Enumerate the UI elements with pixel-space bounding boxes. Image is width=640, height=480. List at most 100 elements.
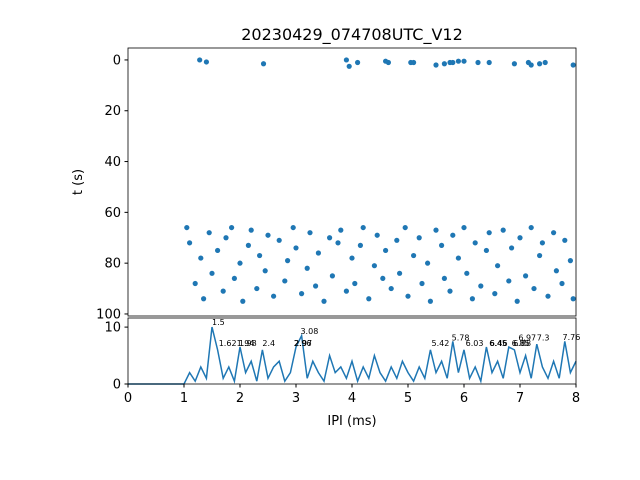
peak-label: 1.94 [237, 339, 255, 348]
point [206, 230, 212, 236]
x-tick-label: 3 [292, 391, 300, 406]
point [184, 224, 190, 231]
point [425, 260, 431, 266]
point [240, 298, 246, 304]
point [441, 275, 447, 282]
point [570, 62, 576, 68]
y-tick-label: 100 [96, 307, 121, 322]
point [450, 59, 456, 66]
point [402, 224, 408, 231]
point [475, 59, 481, 66]
point [433, 227, 439, 233]
point [455, 58, 461, 64]
y-tick-label: 0 [113, 53, 121, 68]
point [209, 270, 215, 276]
point [254, 285, 260, 292]
point [570, 296, 576, 302]
point [523, 273, 529, 279]
point [537, 252, 543, 259]
point [394, 237, 400, 243]
x-tick-label: 6 [460, 391, 468, 406]
point [455, 255, 461, 261]
point [500, 227, 506, 233]
peak-label: 2.4 [262, 339, 275, 348]
point [450, 232, 456, 238]
point [237, 260, 243, 266]
point [562, 237, 568, 243]
point [360, 224, 366, 231]
point [343, 288, 349, 294]
y-tick-label: 40 [104, 155, 121, 170]
point [215, 247, 221, 254]
point [551, 230, 557, 236]
point [329, 273, 335, 279]
point [464, 270, 470, 276]
peak-label: 6.97 [518, 333, 536, 342]
point [511, 61, 517, 67]
point [517, 235, 523, 241]
x-tick-label: 2 [236, 391, 244, 406]
x-tick-label: 0 [124, 391, 132, 406]
point [257, 252, 263, 259]
y-tick-label: 20 [104, 104, 121, 119]
point [483, 247, 489, 254]
point [383, 247, 389, 254]
x-tick-label: 1 [180, 391, 188, 406]
y-axis-label: t (s) [71, 169, 86, 195]
point [506, 278, 512, 284]
point [433, 62, 439, 68]
x-tick-label: 8 [572, 391, 580, 406]
point [486, 59, 492, 66]
point [514, 298, 520, 304]
point [197, 57, 203, 63]
point [290, 224, 296, 231]
point [304, 265, 310, 271]
point [299, 291, 305, 297]
peak-label: 7.3 [537, 333, 550, 342]
chart-title: 20230429_074708UTC_V12 [241, 25, 463, 45]
point [203, 59, 209, 65]
point [248, 227, 254, 233]
point [335, 240, 341, 246]
point [231, 275, 237, 282]
point [553, 268, 560, 274]
peak-label: 3.08 [300, 327, 318, 336]
point [357, 242, 363, 248]
y-tick-label: 10 [104, 321, 121, 336]
point [447, 288, 453, 294]
point [537, 61, 543, 67]
point [315, 250, 321, 256]
y-tick-label: 0 [113, 378, 121, 393]
point [321, 298, 327, 304]
point [374, 232, 380, 238]
x-tick-label: 5 [404, 391, 412, 406]
point [531, 285, 537, 292]
point [293, 245, 299, 251]
peak-label: 6.85 [512, 339, 530, 348]
point [567, 258, 574, 264]
point [260, 61, 267, 67]
y-tick-label: 80 [104, 257, 121, 272]
point [338, 227, 344, 233]
point [411, 59, 417, 66]
point [343, 57, 349, 63]
point [486, 230, 492, 236]
x-axis-label: IPI (ms) [327, 414, 376, 429]
peak-label: 5.78 [452, 333, 470, 342]
line [128, 326, 577, 385]
point [327, 235, 333, 241]
point [528, 62, 534, 68]
point [355, 59, 361, 66]
point [469, 296, 475, 302]
point [307, 230, 313, 236]
peak-label: 5.42 [432, 339, 450, 348]
point [528, 224, 534, 231]
point [388, 285, 394, 292]
point [201, 296, 207, 302]
peak-label: 6.88 [513, 339, 531, 348]
point [349, 255, 355, 261]
x-tick-label: 4 [348, 391, 356, 406]
peak-label: 2.96 [294, 339, 312, 348]
point [220, 288, 226, 294]
